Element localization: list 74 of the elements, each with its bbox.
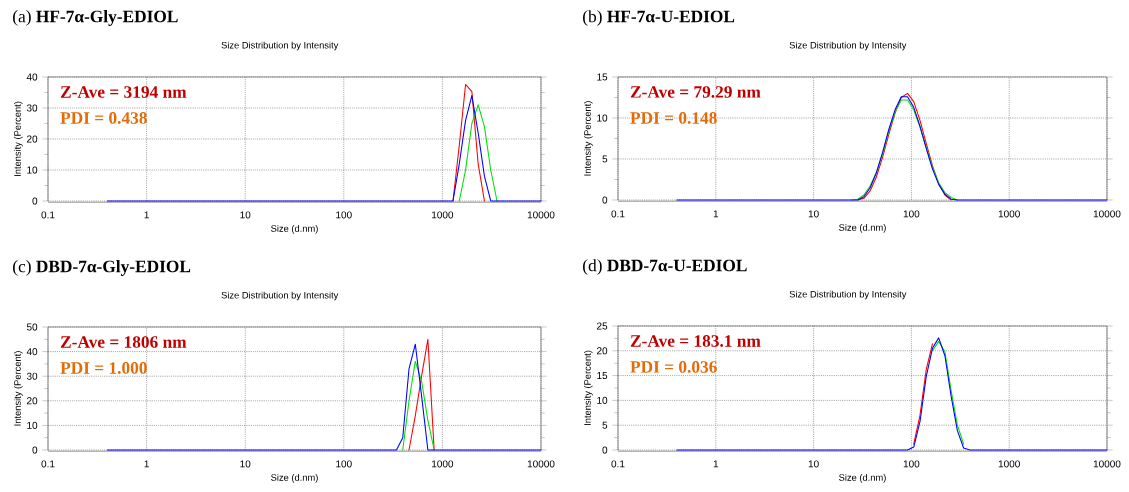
- annotation: Z-Ave = 79.29 nm: [630, 86, 761, 98]
- chart-subtitle: Size Distribution by Intensity: [221, 41, 339, 51]
- x-tick-label: 1: [144, 211, 149, 219]
- x-tick-label: 10: [808, 460, 819, 468]
- annotation: Z-Ave = 3194 nm: [60, 86, 187, 98]
- annotation: PDI = 0.148: [630, 112, 717, 124]
- annotation: Z-Ave = 183.1 nm: [630, 335, 761, 347]
- x-tick-label: 10000: [1093, 210, 1121, 218]
- x-tick-label: 0.1: [611, 210, 625, 218]
- line-series: [402, 360, 435, 451]
- y-tick-label: 30: [26, 372, 38, 380]
- line-series: [913, 343, 933, 445]
- y-axis-title: Intensity (Percent): [583, 350, 593, 425]
- x-tick-label: 1000: [998, 210, 1020, 218]
- x-axis-title: Size (d.nm): [839, 473, 886, 483]
- chart-subtitle: Size Distribution by Intensity: [789, 41, 907, 51]
- chart-subtitle: Size Distribution by Intensity: [221, 291, 339, 301]
- y-tick-label: 10: [27, 421, 38, 429]
- x-tick-label: 1: [144, 460, 149, 468]
- y-tick-label: 10: [27, 166, 38, 174]
- x-tick-label: 1000: [432, 211, 454, 219]
- x-tick-label: 100: [903, 460, 920, 468]
- chart-title: (a) HF-7α-Gly-EDIOL: [13, 10, 178, 26]
- y-axis-title: Intensity (Percent): [13, 351, 23, 426]
- y-tick-label: 15: [597, 73, 608, 81]
- x-tick-label: 10: [808, 210, 819, 218]
- y-tick-label: 40: [26, 73, 38, 81]
- y-tick-label: 20: [27, 397, 38, 405]
- x-tick-label: 0.1: [41, 460, 55, 468]
- y-tick-label: 5: [602, 421, 608, 429]
- x-tick-label: 10: [240, 460, 251, 468]
- y-tick-label: 0: [602, 446, 608, 454]
- x-tick-label: 0.1: [41, 211, 55, 219]
- line-series: [408, 338, 435, 451]
- x-tick-label: 100: [336, 211, 352, 219]
- y-axis-title: Intensity (Percent): [583, 101, 593, 176]
- y-axis-title: Intensity (Percent): [13, 101, 23, 176]
- y-tick-label: 10: [597, 114, 608, 122]
- x-tick-label: 1000: [998, 460, 1020, 468]
- y-tick-label: 10: [597, 396, 608, 404]
- chart-title: (c) DBD-7α-Gly-EDIOL: [13, 260, 191, 276]
- x-tick-label: 10: [240, 211, 251, 219]
- x-tick-label: 10000: [527, 211, 555, 219]
- y-tick-label: 0: [602, 196, 608, 204]
- annotation: PDI = 0.036: [630, 361, 717, 373]
- x-axis-title: Size (d.nm): [271, 473, 318, 483]
- y-tick-label: 15: [597, 372, 608, 380]
- x-axis-title: Size (d.nm): [839, 223, 886, 233]
- x-tick-label: 1: [713, 460, 719, 468]
- y-tick-label: 0: [32, 197, 38, 205]
- y-tick-label: 25: [597, 322, 608, 330]
- x-tick-label: 10000: [1093, 460, 1121, 468]
- line-series: [452, 83, 485, 202]
- x-tick-label: 100: [336, 460, 352, 468]
- y-tick-label: 40: [26, 348, 38, 356]
- y-tick-label: 30: [26, 104, 38, 112]
- annotation: PDI = 0.438: [60, 112, 147, 124]
- y-tick-label: 5: [602, 155, 608, 163]
- chart-title: (b) HF-7α-U-EDIOL: [583, 10, 735, 26]
- chart-subtitle: Size Distribution by Intensity: [789, 290, 907, 300]
- y-tick-label: 50: [26, 323, 38, 331]
- y-tick-label: 20: [27, 135, 38, 143]
- y-tick-label: 0: [32, 446, 38, 454]
- x-tick-label: 1: [713, 210, 719, 218]
- x-tick-label: 0.1: [611, 460, 625, 468]
- y-tick-label: 20: [597, 347, 608, 355]
- line-series: [931, 340, 965, 445]
- x-tick-label: 100: [903, 210, 920, 218]
- x-tick-label: 1000: [432, 460, 454, 468]
- annotation: PDI = 1.000: [60, 362, 147, 374]
- annotation: Z-Ave = 1806 nm: [60, 336, 187, 348]
- chart-title: (d) DBD-7α-U-EDIOL: [583, 259, 747, 275]
- x-axis-title: Size (d.nm): [271, 224, 318, 234]
- x-tick-label: 10000: [527, 460, 555, 468]
